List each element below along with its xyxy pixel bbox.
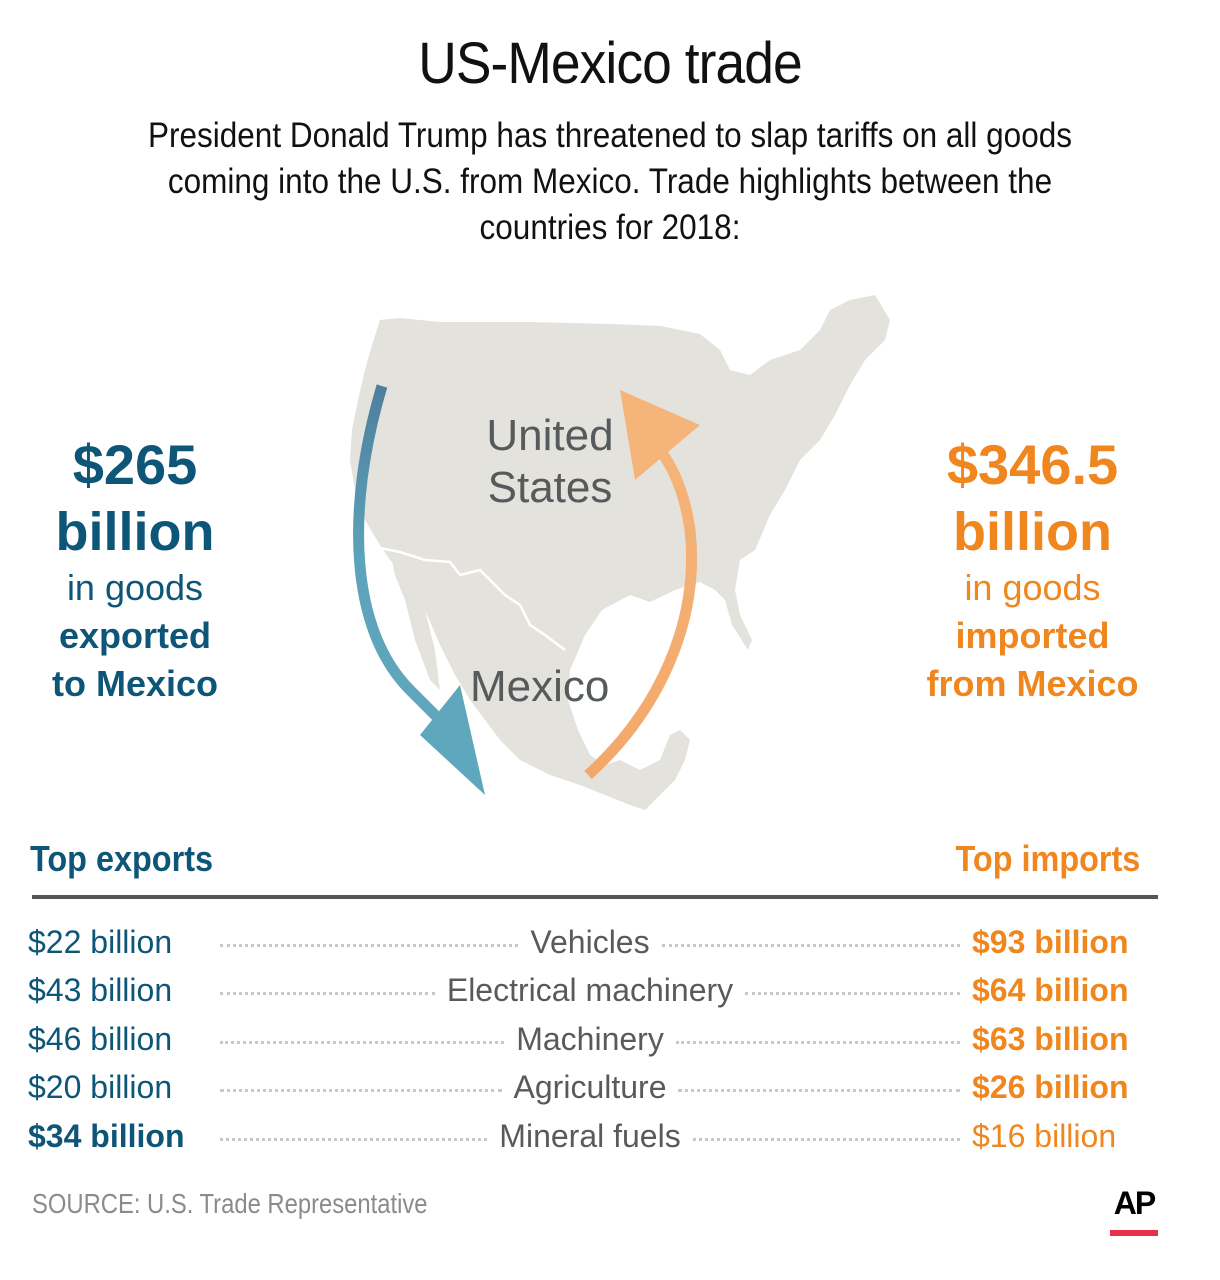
imports-desc-line1: in goods <box>964 567 1101 608</box>
leader-dots <box>661 943 960 947</box>
leader-dots <box>678 1089 961 1093</box>
import-arrow <box>584 446 697 780</box>
import-value: $64 billion <box>972 972 1129 1009</box>
table-row: $43 billion Electrical machinery $64 bil… <box>28 967 1130 1016</box>
united-states-label: United States <box>470 410 630 514</box>
imports-amount: $346.5 <box>946 433 1119 496</box>
united-states-label-line1: United <box>486 411 614 460</box>
exports-summary: $265 billion in goods exported to Mexico <box>20 430 250 708</box>
source-note: SOURCE: U.S. Trade Representative <box>32 1188 428 1219</box>
page-subtitle: President Donald Trump has threatened to… <box>148 116 1072 247</box>
ap-logo: AP <box>1110 1185 1158 1236</box>
top-imports-header: Top imports <box>955 838 1140 879</box>
exports-desc-line3: to Mexico <box>51 663 219 704</box>
exports-desc-line1: in goods <box>66 567 204 608</box>
imports-desc-line3: from Mexico <box>926 663 1139 704</box>
export-arrowhead <box>420 685 485 795</box>
imports-summary: $346.5 billion in goods imported from Me… <box>910 430 1155 708</box>
us-mexico-map <box>330 290 910 840</box>
export-value: $22 billion <box>28 923 173 960</box>
mexico-label: Mexico <box>470 662 610 711</box>
export-value: $20 billion <box>28 1069 173 1106</box>
us-mexico-border <box>379 546 566 651</box>
leader-dots <box>220 1040 505 1044</box>
leader-dots <box>220 943 519 947</box>
ap-logo-bar <box>1110 1230 1158 1236</box>
top-exports-header: Top exports <box>30 838 214 879</box>
export-value: $34 billion <box>28 1117 185 1154</box>
table-row: $22 billion Vehicles $93 billion <box>28 918 1130 967</box>
import-value: $16 billion <box>972 1117 1117 1154</box>
trade-table: $22 billion Vehicles $93 billion $43 bil… <box>28 918 1130 1161</box>
ap-logo-text: AP <box>1113 1185 1156 1221</box>
leader-dots <box>745 992 960 996</box>
category-label: Electrical machinery <box>446 972 734 1009</box>
exports-amount: $265 <box>72 433 198 496</box>
category-label: Mineral fuels <box>499 1117 681 1154</box>
exports-unit: billion <box>55 502 215 562</box>
leader-dots <box>692 1137 960 1141</box>
export-arrow <box>353 384 459 739</box>
import-arrowhead <box>620 390 700 480</box>
table-row: $34 billion Mineral fuels $16 billion <box>28 1112 1130 1161</box>
table-row: $20 billion Agriculture $26 billion <box>28 1064 1130 1113</box>
united-states-label-line2: States <box>487 463 613 512</box>
header-divider <box>32 895 1158 899</box>
imports-unit: billion <box>953 502 1112 562</box>
category-label: Agriculture <box>513 1069 667 1106</box>
export-value: $46 billion <box>28 1020 173 1057</box>
leader-dots <box>675 1040 961 1044</box>
import-value: $63 billion <box>972 1020 1129 1057</box>
baja-shape <box>390 552 440 690</box>
export-value: $43 billion <box>28 972 173 1009</box>
land-shape <box>350 295 890 810</box>
page-title: US-Mexico trade <box>418 31 802 96</box>
table-row: $46 billion Machinery $63 billion <box>28 1015 1130 1064</box>
leader-dots <box>220 992 435 996</box>
leader-dots <box>220 1137 488 1141</box>
leader-dots <box>220 1089 502 1093</box>
import-value: $93 billion <box>972 923 1129 960</box>
category-label: Machinery <box>516 1020 664 1057</box>
imports-desc-line2: imported <box>955 615 1110 656</box>
category-label: Vehicles <box>530 923 650 960</box>
import-value: $26 billion <box>972 1069 1129 1106</box>
exports-desc-line2: exported <box>58 615 212 656</box>
